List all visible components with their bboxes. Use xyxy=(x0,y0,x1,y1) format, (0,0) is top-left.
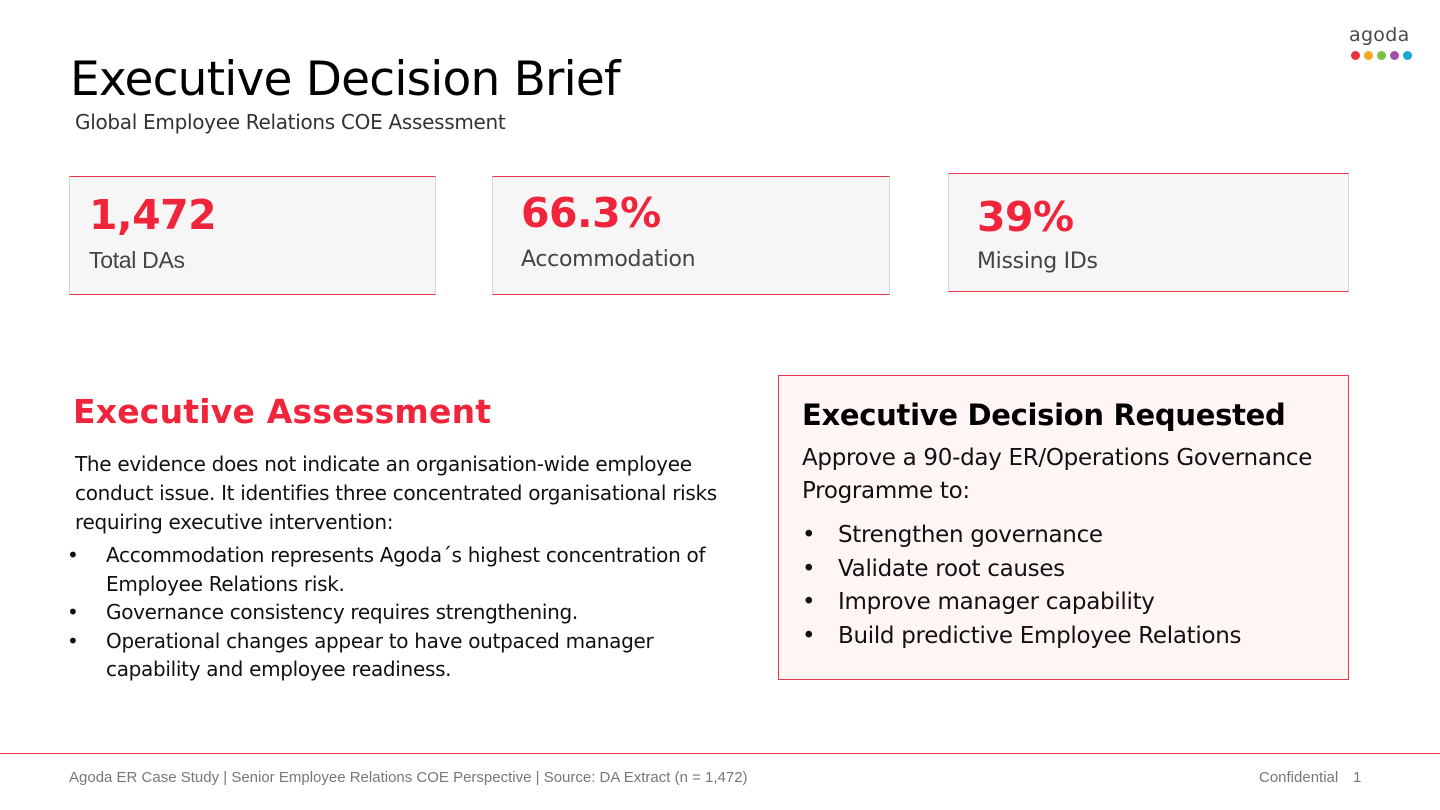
bullet-glyph: • xyxy=(802,623,816,650)
list-item: • Accommodation represents Agoda´s highes… xyxy=(67,541,727,598)
logo-dot-red xyxy=(1351,51,1360,60)
kpi-card-total-das: 1,472 Total DAs xyxy=(69,176,436,295)
logo-dots xyxy=(1351,51,1412,60)
footer-source: Agoda ER Case Study | Senior Employee Re… xyxy=(69,769,748,786)
bullet-glyph: • xyxy=(67,600,79,624)
list-item: • Strengthen governance xyxy=(802,519,1241,553)
assessment-points: • Accommodation represents Agoda´s highes… xyxy=(67,541,727,684)
list-item: • Validate root causes xyxy=(802,553,1241,587)
kpi-value: 39% xyxy=(977,193,1074,241)
logo-dot-orange xyxy=(1364,51,1373,60)
list-item: • Governance consistency requires strengt… xyxy=(67,598,727,627)
list-item: • Operational changes appear to have outp… xyxy=(67,627,727,684)
logo-dot-green xyxy=(1377,51,1386,60)
list-item: • Build predictive Employee Relations xyxy=(802,620,1242,654)
kpi-card-missing-ids: 39% Missing IDs xyxy=(948,173,1349,292)
logo-dot-purple xyxy=(1390,51,1399,60)
bullet-glyph: • xyxy=(67,543,79,567)
decision-panel: Executive Decision Requested Approve a 9… xyxy=(778,375,1349,680)
logo-wordmark: agoda xyxy=(1349,24,1410,46)
page-subtitle: Global Employee Relations COE Assessment xyxy=(75,110,506,134)
assessment-heading: Executive Assessment xyxy=(73,392,492,431)
kpi-value: 1,472 xyxy=(89,191,217,239)
decision-intro: Approve a 90-day ER/Operations Governanc… xyxy=(802,445,1313,504)
page-title: Executive Decision Brief xyxy=(70,52,621,107)
assessment-intro: The evidence does not indicate an organi… xyxy=(75,452,717,534)
bullet-glyph: • xyxy=(802,589,816,616)
list-item-text: Validate root causes xyxy=(838,555,1065,582)
bullet-glyph: • xyxy=(67,628,79,653)
list-item-text: Improve manager capability xyxy=(838,589,1155,616)
bullet-glyph: • xyxy=(802,555,816,582)
decision-heading: Executive Decision Requested xyxy=(802,398,1286,432)
list-item-text: Strengthen governance xyxy=(838,522,1103,548)
kpi-value: 66.3% xyxy=(521,189,661,237)
agoda-logo: agoda xyxy=(1346,24,1418,64)
list-item: • Improve manager capability xyxy=(802,586,1241,620)
kpi-label: Accommodation xyxy=(521,247,696,272)
logo-dot-blue xyxy=(1403,51,1412,60)
footer-divider xyxy=(0,753,1440,754)
footer-classification: Confidential xyxy=(1259,769,1339,786)
list-item-text: Build predictive Employee Relations xyxy=(838,623,1242,650)
kpi-label: Missing IDs xyxy=(977,249,1098,274)
kpi-card-accommodation: 66.3% Accommodation xyxy=(492,176,890,295)
list-item-text: Accommodation represents Agoda´s highest… xyxy=(106,543,706,596)
bullet-glyph: • xyxy=(802,522,816,548)
list-item-text: Governance consistency requires strength… xyxy=(106,600,578,624)
page-number: 1 xyxy=(1353,769,1362,786)
kpi-label: Total DAs xyxy=(89,247,185,273)
list-item-text: Operational changes appear to have outpa… xyxy=(106,628,654,682)
decision-points: • Strengthen governance • Validate root ca… xyxy=(802,519,1242,654)
